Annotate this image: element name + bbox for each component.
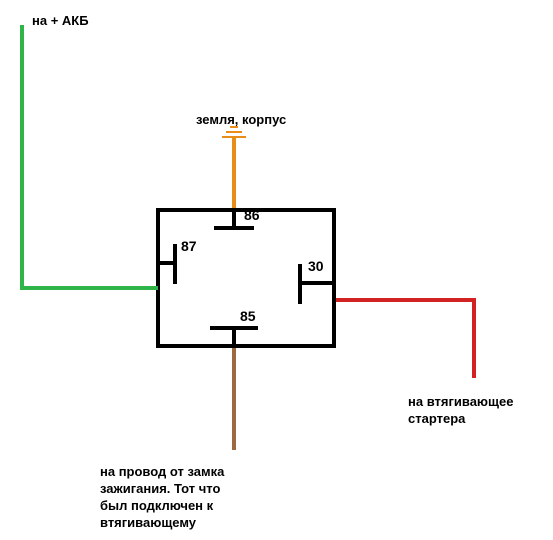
terminal-30-h <box>300 281 335 285</box>
wire-akb-vertical <box>20 25 24 290</box>
terminal-86-v <box>232 209 236 228</box>
wire-starter-horizontal <box>336 298 476 302</box>
pin-label-85: 85 <box>240 308 256 324</box>
terminal-87-h <box>158 261 175 265</box>
label-ground: земля, корпус <box>196 112 286 129</box>
wire-ignition-vertical <box>232 348 236 450</box>
pin-label-30: 30 <box>308 258 324 274</box>
wire-akb-horizontal <box>20 286 158 290</box>
label-starter: на втягивающее стартера <box>408 394 513 428</box>
wire-ground-vertical <box>232 138 236 208</box>
label-ignition: на провод от замка зажигания. Тот что бы… <box>100 464 224 532</box>
pin-label-86: 86 <box>244 207 260 223</box>
label-akb: на + АКБ <box>32 13 89 30</box>
pin-label-87: 87 <box>181 238 197 254</box>
wire-starter-vertical <box>472 298 476 378</box>
terminal-85-v <box>232 328 236 347</box>
